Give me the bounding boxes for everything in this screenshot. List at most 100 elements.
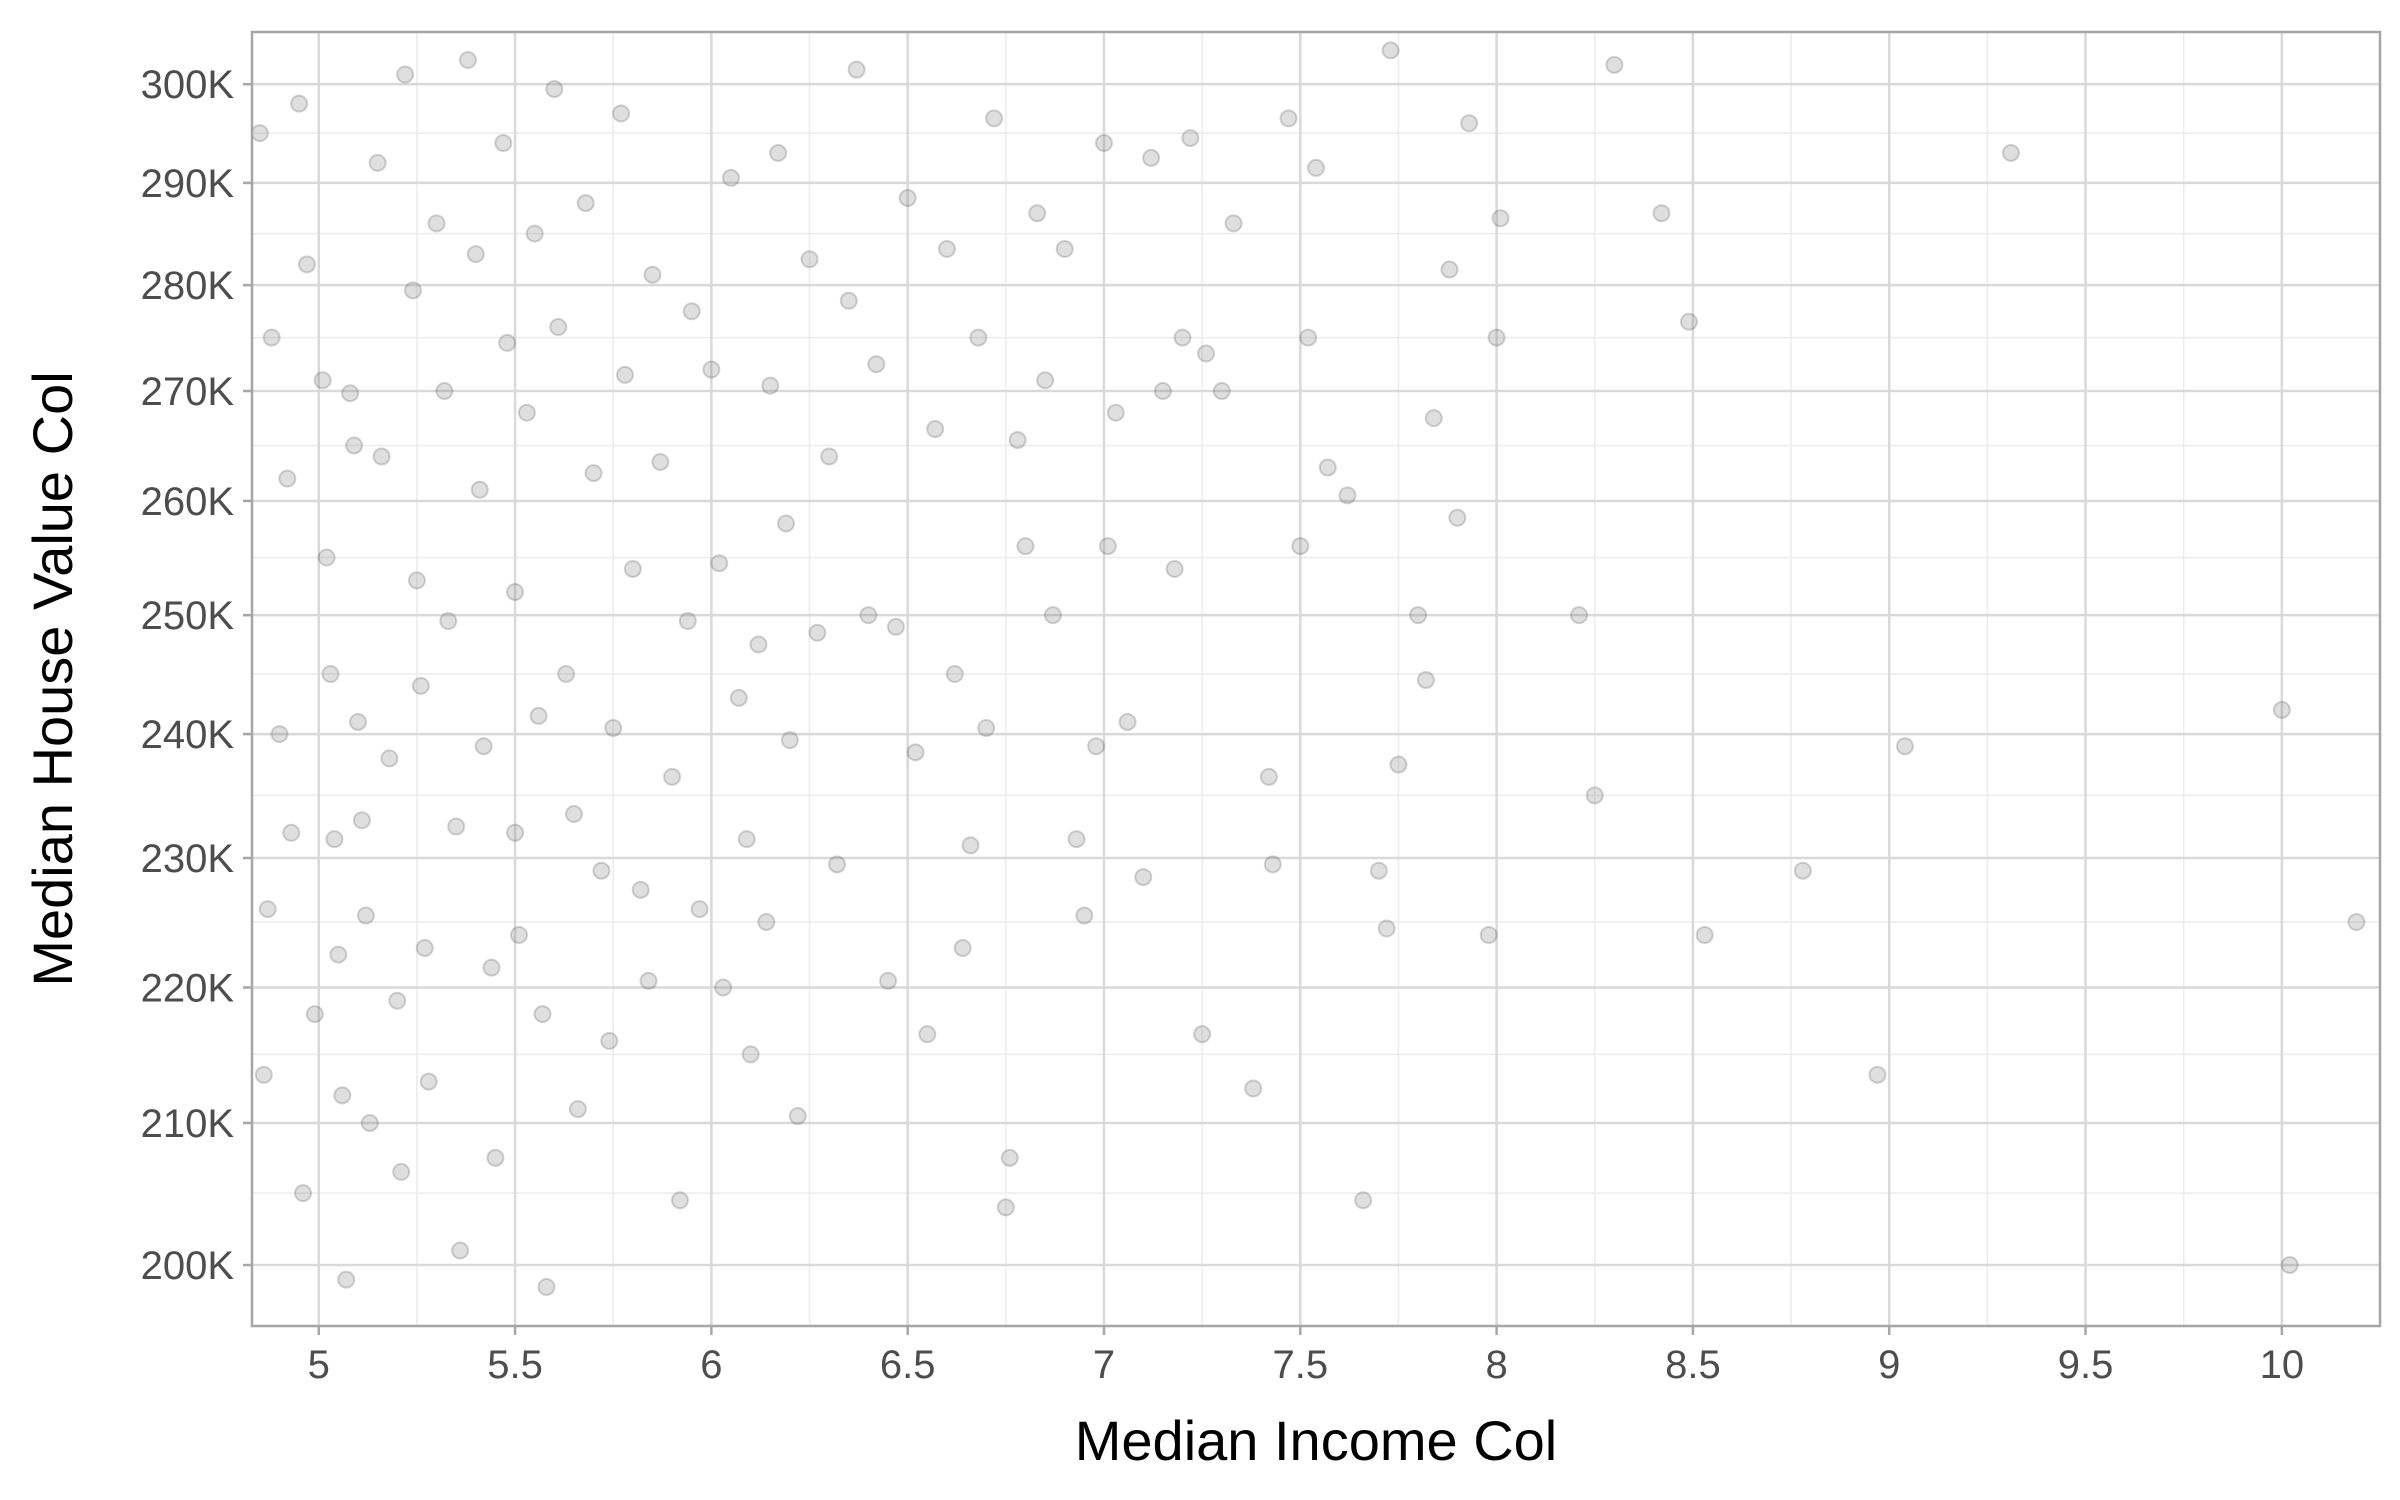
y-tick-label: 300K xyxy=(141,63,235,107)
data-point xyxy=(352,811,371,830)
data-point xyxy=(1291,537,1310,556)
data-point xyxy=(290,94,309,113)
data-point xyxy=(388,991,407,1010)
data-point xyxy=(977,719,996,738)
data-point xyxy=(356,906,375,925)
data-point xyxy=(1377,919,1396,938)
data-point xyxy=(1165,559,1184,578)
data-point xyxy=(1181,129,1200,148)
data-point xyxy=(419,1072,438,1091)
data-point xyxy=(557,665,576,684)
data-point xyxy=(1067,830,1086,849)
data-point xyxy=(533,1005,552,1024)
data-point xyxy=(1244,1079,1263,1098)
data-point xyxy=(486,1148,505,1167)
data-point xyxy=(820,447,839,466)
data-point xyxy=(294,1184,313,1203)
data-point xyxy=(1224,214,1243,233)
data-point xyxy=(1098,537,1117,556)
major-gridlines xyxy=(252,32,2380,1326)
data-point xyxy=(1197,344,1216,363)
y-tick-label: 210K xyxy=(141,1102,235,1146)
data-point xyxy=(403,281,422,300)
data-point xyxy=(368,153,387,172)
data-point xyxy=(714,978,733,997)
data-point xyxy=(435,382,454,401)
data-point xyxy=(447,817,466,836)
data-point xyxy=(427,214,446,233)
data-point xyxy=(1424,409,1443,428)
data-point xyxy=(1134,868,1153,887)
data-point xyxy=(576,194,595,213)
data-point xyxy=(439,612,458,631)
data-point xyxy=(470,480,489,499)
data-point xyxy=(1895,737,1914,756)
data-point xyxy=(1193,1025,1212,1044)
data-point xyxy=(349,712,368,731)
data-point xyxy=(639,971,658,990)
data-point xyxy=(258,900,277,919)
data-point xyxy=(886,617,905,636)
data-point xyxy=(360,1113,379,1132)
data-point xyxy=(345,436,364,455)
data-point xyxy=(702,360,721,379)
data-point xyxy=(808,623,827,642)
data-point xyxy=(1263,855,1282,874)
data-point xyxy=(341,384,360,403)
data-point xyxy=(458,51,477,70)
data-point xyxy=(1381,41,1400,60)
data-point xyxy=(1369,861,1388,880)
data-point xyxy=(729,688,748,707)
data-point xyxy=(828,855,847,874)
data-point xyxy=(690,900,709,919)
data-point xyxy=(380,749,399,768)
data-point xyxy=(584,464,603,483)
data-point xyxy=(537,1277,556,1296)
data-point xyxy=(407,571,426,590)
data-point xyxy=(1695,925,1714,944)
data-point xyxy=(749,635,768,654)
data-point xyxy=(1318,458,1337,477)
data-point xyxy=(678,612,697,631)
data-point xyxy=(337,1270,356,1289)
data-point xyxy=(1448,508,1467,527)
data-point xyxy=(482,958,501,977)
data-point xyxy=(1868,1065,1887,1084)
data-point xyxy=(721,168,740,187)
data-point xyxy=(396,65,415,84)
data-point xyxy=(262,328,281,347)
data-point xyxy=(1299,328,1318,347)
data-point xyxy=(1479,925,1498,944)
data-point xyxy=(1028,204,1047,223)
data-point xyxy=(918,1025,937,1044)
data-point xyxy=(506,582,525,601)
data-point xyxy=(529,706,548,725)
x-tick-label: 9.5 xyxy=(2058,1343,2114,1387)
data-point xyxy=(372,447,391,466)
y-axis-ticks: 200K 210K 220K 230K 240K 250K 260K 270K 280K 290K… xyxy=(141,63,252,1288)
data-point xyxy=(509,925,528,944)
data-point xyxy=(1153,382,1172,401)
data-point xyxy=(254,1065,273,1084)
x-tick-label: 7.5 xyxy=(1272,1343,1328,1387)
x-tick-label: 10 xyxy=(2260,1343,2305,1387)
x-tick-label: 8.5 xyxy=(1665,1343,1721,1387)
data-point xyxy=(1087,737,1106,756)
x-tick-label: 7 xyxy=(1093,1343,1115,1387)
data-point xyxy=(1585,786,1604,805)
data-point xyxy=(985,109,1004,128)
data-point xyxy=(1793,861,1812,880)
data-point xyxy=(1440,260,1459,279)
x-tick-label: 8 xyxy=(1485,1343,1507,1387)
data-point xyxy=(879,971,898,990)
data-point xyxy=(1307,158,1325,177)
x-axis-ticks: 5 5.5 6 6.5 7 7.5 8 8.5 9 9.5 10 xyxy=(308,1326,2304,1387)
data-point xyxy=(906,743,925,762)
data-point xyxy=(737,830,756,849)
y-axis-title: Median House Value Col xyxy=(21,371,84,986)
data-point xyxy=(592,861,611,880)
data-point xyxy=(517,403,536,422)
data-point xyxy=(568,1100,587,1119)
data-point xyxy=(549,318,568,337)
